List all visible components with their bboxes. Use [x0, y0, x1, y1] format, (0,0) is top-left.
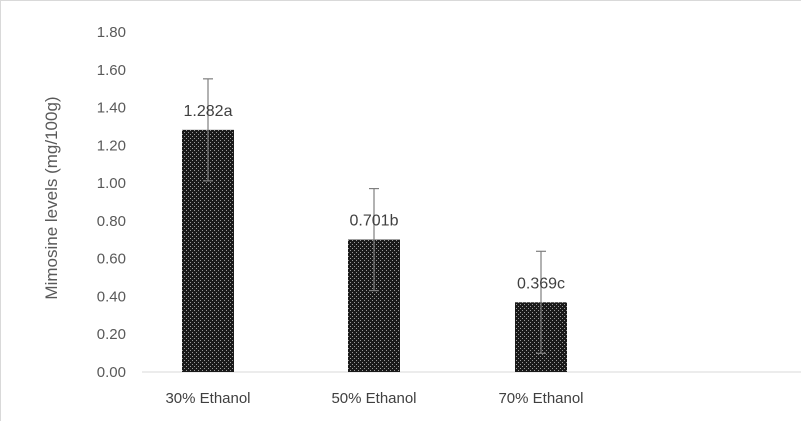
y-tick-label: 0.40 [97, 288, 126, 305]
data-labels-group: 1.282a 0.701b 0.369c [184, 103, 565, 292]
error-bars-group [203, 78, 546, 354]
y-tick-label: 0.00 [97, 364, 126, 381]
y-tick-label: 1.40 [97, 100, 126, 117]
bars-group [182, 129, 567, 372]
error-bar-3 [536, 250, 546, 354]
data-label-1: 1.282a [184, 103, 233, 120]
data-label-2: 0.701b [350, 213, 399, 230]
y-tick-label: 1.80 [97, 24, 126, 41]
category-label-3: 70% Ethanol [498, 390, 583, 407]
category-labels-group: 30% Ethanol 50% Ethanol 70% Ethanol [165, 390, 583, 407]
data-label-3: 0.369c [517, 275, 565, 292]
y-tick-label: 1.20 [97, 137, 126, 154]
y-tick-label: 0.20 [97, 326, 126, 343]
y-tick-label: 0.80 [97, 213, 126, 230]
category-label-2: 50% Ethanol [331, 390, 416, 407]
category-label-1: 30% Ethanol [165, 390, 250, 407]
error-bar-1 [203, 78, 213, 182]
y-axis-ticks: 0.00 0.20 0.40 0.60 0.80 1.00 1.20 1.40 1.60 1.80 [97, 24, 126, 381]
y-tick-label: 1.60 [97, 62, 126, 79]
y-tick-label: 0.60 [97, 251, 126, 268]
y-tick-label: 1.00 [97, 175, 126, 192]
error-bar-2 [369, 187, 379, 292]
y-axis-title: Mimosine levels (mg/100g) [42, 96, 61, 299]
